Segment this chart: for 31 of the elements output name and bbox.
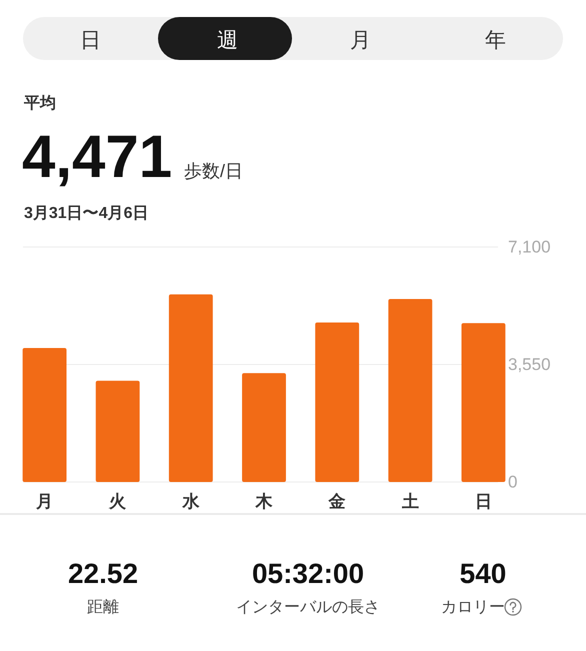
text: 平均 <box>23 94 56 112</box>
y-tick-label: 0 <box>508 472 518 492</box>
x-tick-label: 木 <box>254 492 274 511</box>
y-tick-label: 7,100 <box>508 238 551 256</box>
text: 05:32:00 <box>252 558 364 589</box>
chart-title: 4,471 <box>22 123 172 190</box>
chart-subtitle: 3月31日〜4月6日 <box>24 205 148 222</box>
text: 月 <box>350 29 371 52</box>
x-tick-label: 火 <box>109 492 128 511</box>
text: 22.52 <box>68 558 138 589</box>
text: 年 <box>485 29 506 52</box>
x-tick-label: 日 <box>474 492 492 511</box>
text: 日 <box>80 29 101 52</box>
x-tick-label: 金 <box>328 492 346 511</box>
text: 歩数/日 <box>184 161 244 181</box>
text: 540 <box>460 558 506 589</box>
x-tick-label: 水 <box>181 492 200 511</box>
text: 距離 <box>87 598 119 616</box>
bar <box>315 322 360 482</box>
bar <box>388 298 432 482</box>
bar <box>168 294 213 482</box>
bar <box>461 323 506 482</box>
bar <box>22 348 67 482</box>
bar <box>96 380 140 482</box>
x-tick-label: 月 <box>35 492 54 511</box>
x-tick-label: 土 <box>400 492 419 511</box>
text: 週 <box>217 29 238 52</box>
y-tick-label: 3,550 <box>508 355 551 374</box>
text: インターバルの長さ <box>236 599 380 616</box>
text: カロリー <box>441 599 505 616</box>
bar <box>242 373 286 482</box>
